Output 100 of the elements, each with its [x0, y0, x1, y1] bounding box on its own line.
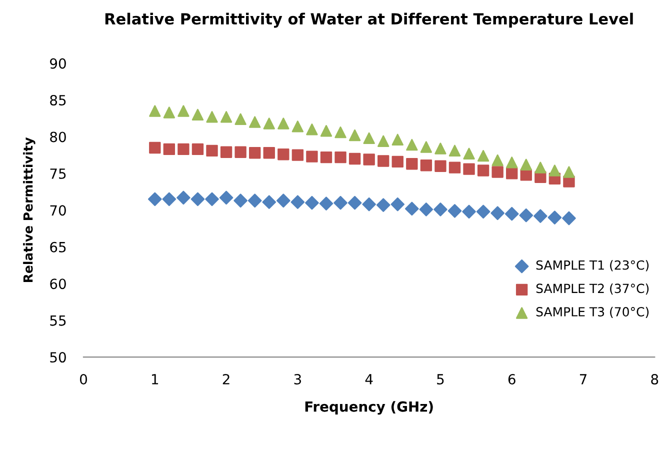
point — [534, 162, 546, 174]
point — [462, 204, 476, 219]
x-tick-label: 4 — [365, 374, 373, 384]
x-tick-label: 8 — [651, 374, 658, 384]
x-tick-label: 5 — [437, 374, 444, 384]
x-tick-label: 3 — [294, 374, 301, 384]
point — [192, 108, 204, 121]
point — [248, 116, 261, 128]
point — [563, 166, 575, 178]
point — [234, 194, 248, 208]
point — [548, 210, 562, 224]
point — [348, 129, 361, 142]
y-tick-label: 60 — [50, 278, 66, 290]
point — [392, 134, 404, 146]
point — [519, 208, 534, 222]
point — [534, 209, 548, 223]
point — [492, 154, 504, 166]
point — [548, 164, 561, 176]
point — [163, 106, 176, 118]
point — [206, 111, 218, 123]
point — [406, 158, 418, 170]
point — [520, 158, 532, 170]
point — [149, 142, 161, 154]
point — [334, 196, 348, 210]
point — [477, 164, 490, 176]
point — [305, 196, 319, 210]
point — [220, 146, 232, 158]
point — [263, 147, 275, 159]
point — [506, 156, 518, 168]
y-tick-label: 55 — [50, 316, 66, 326]
point — [392, 156, 404, 168]
point — [205, 192, 219, 206]
y-tick-label: 75 — [50, 168, 66, 179]
y-tick-label: 80 — [50, 132, 66, 142]
point — [448, 204, 462, 218]
point — [362, 197, 376, 212]
point — [248, 147, 261, 159]
x-tick-label: 0 — [80, 374, 87, 384]
point — [348, 152, 361, 165]
point — [263, 118, 275, 130]
point — [234, 146, 246, 158]
point — [419, 202, 434, 216]
point — [320, 125, 332, 137]
y-tick-label: 70 — [50, 205, 66, 216]
point — [463, 148, 475, 160]
x-tick-label: 1 — [152, 374, 158, 384]
point — [306, 124, 318, 136]
point — [292, 120, 304, 132]
point — [348, 196, 362, 210]
point — [190, 192, 205, 206]
point — [220, 111, 232, 123]
point — [504, 206, 519, 221]
point — [163, 143, 176, 156]
y-tick-label: 50 — [50, 352, 66, 363]
point — [434, 160, 446, 172]
point — [178, 105, 190, 117]
point — [192, 143, 204, 156]
point — [278, 118, 290, 130]
point — [448, 144, 461, 157]
point — [290, 195, 305, 210]
point — [406, 138, 418, 151]
x-axis-title: Frequency (GHz) — [305, 401, 433, 415]
chart-title: Relative Permittivity of Water at Different Temperature Level — [105, 12, 633, 28]
point — [334, 151, 346, 164]
point — [176, 190, 190, 205]
point — [378, 135, 390, 147]
point — [405, 202, 419, 216]
point — [234, 113, 246, 125]
point — [434, 202, 448, 216]
point — [363, 132, 375, 144]
point — [420, 141, 432, 153]
x-tick-label: 6 — [508, 374, 516, 384]
point — [376, 198, 390, 212]
point — [390, 197, 405, 212]
point — [490, 206, 504, 220]
point — [476, 204, 490, 219]
point — [420, 160, 432, 172]
y-axis-title: Relative Permittivity — [23, 137, 36, 282]
point — [248, 194, 262, 208]
point — [363, 154, 375, 166]
legend-label: SAMPLE T3 (70°C) — [536, 306, 649, 318]
point — [448, 162, 461, 174]
point — [206, 144, 218, 157]
point — [148, 192, 162, 206]
point — [219, 190, 234, 205]
point — [463, 163, 475, 175]
y-tick-label: 65 — [50, 242, 66, 252]
point — [306, 150, 318, 162]
point — [178, 143, 190, 156]
point — [276, 194, 290, 208]
point — [477, 150, 490, 162]
y-tick-label: 85 — [50, 94, 66, 106]
x-tick-label: 7 — [580, 374, 586, 384]
point — [334, 126, 346, 138]
point — [149, 105, 161, 117]
point — [162, 192, 176, 206]
point — [378, 155, 390, 167]
x-tick-label: 2 — [222, 374, 230, 384]
legend-label: SAMPLE T1 (23°C) — [536, 260, 649, 272]
point — [319, 196, 334, 210]
